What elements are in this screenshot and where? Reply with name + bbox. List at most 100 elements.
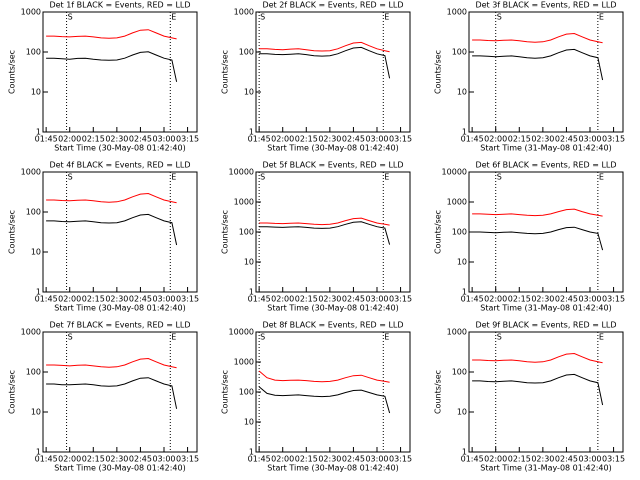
x-tick-label: 01:45 <box>461 295 484 304</box>
y-tick-label: 100 <box>26 48 41 57</box>
x-tick-label: 02:30 <box>105 295 128 304</box>
panel: Det 9f BLACK = Events, RED = LLD 1 10 100 10… <box>434 321 626 473</box>
y-tick-label: 1000 <box>447 328 467 337</box>
chart-title: Det 2f BLACK = Events, RED = LLD <box>262 1 403 10</box>
y-axis-label: Counts/sec <box>221 210 230 254</box>
x-tick-label: 03:00 <box>152 455 175 464</box>
x-axis-label: Start Time (30-May-08 01:42:40) <box>267 464 398 473</box>
y-tick-label: 10 <box>457 258 467 267</box>
chart-title: Det 4f BLACK = Events, RED = LLD <box>49 161 190 170</box>
y-tick-label: 100 <box>239 228 254 237</box>
x-tick-label: 03:00 <box>152 295 175 304</box>
x-axis-label: Start Time (30-May-08 01:42:40) <box>54 144 185 153</box>
panel: Det 4f BLACK = Events, RED = LLD 1 10 100 10… <box>8 161 200 313</box>
panel: Det 3f BLACK = Events, RED = LLD 1 10 100 10… <box>434 1 626 153</box>
marker-label: S <box>497 333 502 342</box>
x-tick-label: 02:30 <box>531 455 554 464</box>
chart-title: Det 6f BLACK = Events, RED = LLD <box>475 161 616 170</box>
plot-frame <box>42 11 198 133</box>
x-axis-label: Start Time (31-May-08 01:42:40) <box>480 144 611 153</box>
x-tick-label: 01:45 <box>248 295 271 304</box>
panel: Det 6f BLACK = Events, RED = LLD 1 10 100 10… <box>434 161 626 313</box>
y-tick-label: 1000 <box>234 198 254 207</box>
marker-label: E <box>599 173 604 182</box>
x-tick-label: 02:15 <box>82 135 105 144</box>
plot-frame <box>42 331 198 453</box>
series-line <box>259 221 391 245</box>
series-line <box>259 41 390 53</box>
y-tick-label: 1 <box>462 288 467 297</box>
x-tick-label: 03:00 <box>365 455 388 464</box>
marker-label: S <box>497 13 502 22</box>
x-tick-label: 03:15 <box>602 295 625 304</box>
y-axis-label: Counts/sec <box>434 370 443 414</box>
x-tick-label: 02:45 <box>555 455 578 464</box>
x-tick-label: 02:30 <box>318 455 341 464</box>
x-tick-label: 02:00 <box>58 295 81 304</box>
x-tick-label: 03:00 <box>365 295 388 304</box>
y-tick-label: 10000 <box>442 168 467 177</box>
marker-label: E <box>171 173 176 182</box>
y-axis-label: Counts/sec <box>8 210 17 254</box>
plot-frame <box>255 331 411 453</box>
y-tick-label: 1000 <box>447 198 467 207</box>
x-tick-label: 02:15 <box>508 295 531 304</box>
y-tick-label: 1 <box>36 288 41 297</box>
series-line <box>472 208 603 217</box>
chart-title: Det 1f BLACK = Events, RED = LLD <box>49 1 190 10</box>
y-axis-label: Counts/sec <box>434 50 443 94</box>
x-tick-label: 03:15 <box>176 295 199 304</box>
x-tick-label: 01:45 <box>35 455 58 464</box>
y-tick-label: 100 <box>239 48 254 57</box>
series-line <box>259 46 391 79</box>
plot-frame <box>255 171 411 293</box>
x-tick-label: 02:30 <box>531 135 554 144</box>
x-tick-label: 02:45 <box>129 135 152 144</box>
y-axis-label: Counts/sec <box>8 50 17 94</box>
y-axis-label: Counts/sec <box>8 370 17 414</box>
x-tick-label: 03:00 <box>578 295 601 304</box>
series-line <box>46 51 178 82</box>
y-tick-label: 1000 <box>21 8 41 17</box>
y-tick-label: 100 <box>452 48 467 57</box>
y-axis-label: Counts/sec <box>221 370 230 414</box>
x-tick-label: 02:00 <box>484 295 507 304</box>
series-line <box>472 226 604 251</box>
x-tick-label: 02:15 <box>82 455 105 464</box>
y-tick-label: 10 <box>31 408 41 417</box>
x-tick-label: 02:45 <box>555 135 578 144</box>
marker-label: E <box>384 173 389 182</box>
y-tick-label: 1 <box>249 448 254 457</box>
y-axis-label: Counts/sec <box>221 50 230 94</box>
x-tick-label: 03:15 <box>389 295 412 304</box>
y-tick-label: 100 <box>452 368 467 377</box>
x-tick-label: 02:45 <box>342 295 365 304</box>
y-tick-label: 10 <box>31 248 41 257</box>
chart-title: Det 3f BLACK = Events, RED = LLD <box>475 1 616 10</box>
series-line <box>472 352 603 364</box>
y-tick-label: 1000 <box>21 328 41 337</box>
x-tick-label: 02:15 <box>295 455 318 464</box>
series-line <box>259 217 390 226</box>
y-tick-label: 100 <box>26 208 41 217</box>
x-tick-label: 02:15 <box>508 455 531 464</box>
plot-frame <box>42 171 198 293</box>
marker-label: E <box>384 13 389 22</box>
marker-label: S <box>497 173 502 182</box>
plot-frame <box>468 331 624 453</box>
x-tick-label: 02:00 <box>484 455 507 464</box>
x-axis-label: Start Time (31-May-08 01:42:40) <box>480 304 611 313</box>
marker-label: E <box>171 13 176 22</box>
x-tick-label: 02:00 <box>271 295 294 304</box>
x-tick-label: 03:15 <box>602 455 625 464</box>
y-tick-label: 100 <box>239 388 254 397</box>
x-tick-label: 02:30 <box>531 295 554 304</box>
chart-title: Det 5f BLACK = Events, RED = LLD <box>262 161 403 170</box>
x-tick-label: 02:45 <box>342 455 365 464</box>
marker-label: E <box>384 333 389 342</box>
marker-label: S <box>68 173 73 182</box>
x-tick-label: 01:45 <box>461 455 484 464</box>
marker-label: S <box>68 333 73 342</box>
chart-title: Det 9f BLACK = Events, RED = LLD <box>475 321 616 330</box>
